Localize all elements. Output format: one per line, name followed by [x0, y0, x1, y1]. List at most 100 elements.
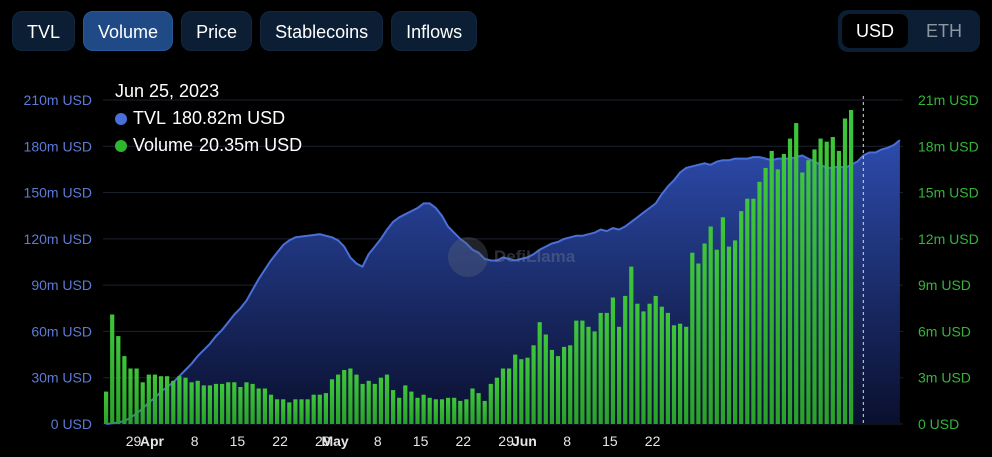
left-axis-tick-label: 210m USD [24, 92, 92, 108]
defillama-watermark: DefiLlama [448, 237, 575, 277]
tab-inflows[interactable]: Inflows [391, 11, 478, 51]
tvl-area [106, 140, 900, 424]
right-axis-tick-label: 15m USD [918, 185, 979, 201]
volume-bar [366, 380, 371, 424]
volume-bar [329, 379, 335, 424]
x-axis-tick-label: 8 [563, 433, 571, 449]
left-y-axis: 0 USD 30m USD 60m USD 90m USD 120m USD 150m U… [24, 92, 92, 432]
tooltip-volume-row: Volume 20.35m USD [115, 132, 302, 159]
volume-bar [452, 397, 457, 424]
volume-bar [720, 217, 725, 424]
volume-bar [665, 312, 670, 424]
volume-bar [592, 331, 597, 424]
volume-bar [372, 383, 377, 424]
volume-bar [189, 382, 194, 424]
volume-bar [391, 390, 396, 424]
right-axis-tick-label: 6m USD [918, 323, 971, 339]
tvl-series [105, 139, 901, 425]
x-axis-tick-label: 15 [413, 433, 429, 449]
volume-bar [439, 399, 445, 424]
volume-bar [226, 382, 231, 424]
volume-bar [104, 391, 109, 424]
volume-bar [378, 377, 383, 424]
volume-bar [122, 356, 127, 424]
volume-bar [763, 167, 768, 424]
right-axis-tick-label: 18m USD [918, 138, 979, 154]
right-axis-tick-label: 21m USD [918, 92, 979, 108]
volume-bar [275, 399, 280, 424]
watermark-text: DefiLlama [494, 247, 576, 266]
volume-bar [537, 322, 542, 424]
volume-bar [562, 346, 567, 424]
right-axis-tick-label: 3m USD [918, 370, 971, 386]
volume-bar [110, 314, 115, 424]
tooltip-volume-value: 20.35m USD [199, 135, 303, 155]
tab-stablecoins[interactable]: Stablecoins [260, 11, 384, 51]
tooltip-volume-label: Volume [133, 135, 194, 155]
defillama-logo-icon [448, 237, 488, 277]
x-axis-tick-label: 29 [126, 433, 142, 449]
volume-bar [629, 266, 634, 424]
volume-bar [494, 377, 499, 424]
volume-bar [775, 169, 780, 424]
volume-bar [116, 336, 121, 424]
left-axis-tick-label: 0 USD [51, 416, 92, 432]
volume-bar [360, 383, 365, 424]
currency-eth-button[interactable]: ETH [926, 21, 962, 41]
x-axis-tick-label: 8 [374, 433, 382, 449]
currency-usd-button[interactable]: USD [841, 14, 908, 48]
volume-bar [268, 394, 274, 424]
x-axis-tick-label: 8 [191, 433, 199, 449]
volume-legend-dot-icon [115, 139, 127, 152]
volume-bar [787, 138, 793, 424]
volume-bar [757, 181, 762, 424]
volume-bar [134, 368, 139, 424]
volume-bar [146, 374, 151, 424]
tab-volume[interactable]: Volume [83, 11, 174, 51]
right-axis-tick-label: 12m USD [918, 231, 979, 247]
tab-tvl[interactable]: TVL [12, 11, 76, 51]
volume-bar [525, 357, 530, 424]
volume-bar [610, 297, 615, 424]
volume-bar [513, 354, 518, 424]
chart-tooltip: Jun 25, 2023 TVL 180.82m USD Volume 20.3… [115, 78, 302, 159]
volume-bar [384, 374, 390, 424]
volume-bar [323, 393, 328, 424]
volume-bar [421, 394, 426, 424]
volume-bar [201, 385, 206, 424]
volume-bar [287, 402, 292, 424]
volume-bar [158, 376, 164, 424]
volume-bar [708, 226, 713, 424]
volume-bar [806, 160, 811, 424]
volume-series [104, 110, 854, 424]
volume-bar [281, 399, 286, 424]
volume-bar [500, 368, 506, 424]
volume-bar [568, 345, 573, 424]
volume-bar [482, 400, 487, 424]
left-axis-tick-label: 180m USD [24, 138, 92, 154]
volume-bar [617, 326, 622, 424]
tab-price[interactable]: Price [181, 11, 253, 51]
x-axis-tick-label: 29 [498, 433, 514, 449]
volume-bar [262, 388, 267, 424]
right-axis-tick-label: 0 USD [918, 416, 959, 432]
volume-bar [690, 252, 695, 424]
volume-bar [769, 150, 774, 424]
x-axis-tick-label: 15 [602, 433, 618, 449]
volume-bar [586, 326, 591, 424]
volume-bar [128, 368, 133, 424]
volume-bar [714, 249, 719, 424]
volume-bar [476, 393, 481, 424]
volume-bar [177, 376, 182, 424]
volume-bar [836, 150, 841, 424]
left-axis-tick-label: 30m USD [31, 370, 92, 386]
volume-bar [696, 263, 701, 424]
volume-bar [647, 303, 652, 424]
left-axis-tick-label: 120m USD [24, 231, 92, 247]
volume-bar [519, 359, 524, 424]
volume-bar [751, 198, 756, 424]
volume-bar [555, 356, 561, 424]
volume-bar [427, 397, 432, 424]
